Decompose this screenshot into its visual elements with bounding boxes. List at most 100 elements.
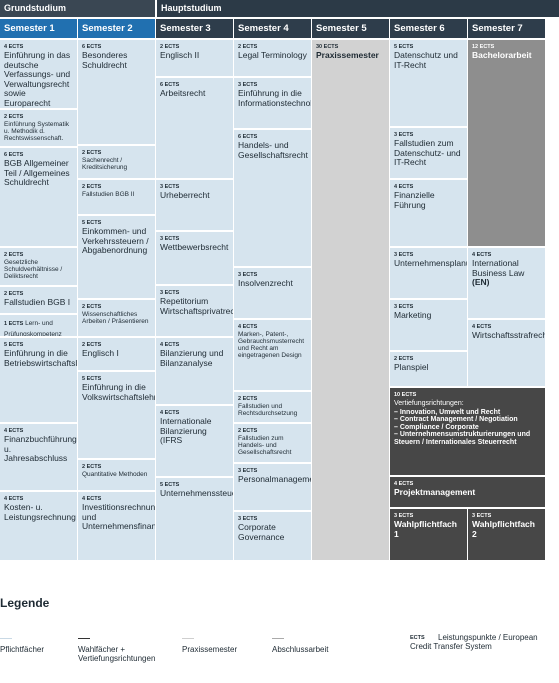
- course-title: Englisch I: [82, 348, 119, 358]
- ects-label: 3 ECTS: [472, 513, 492, 519]
- ects-label: 2 ECTS: [82, 184, 102, 190]
- legend-swatch: [0, 638, 12, 639]
- ects-label: 4 ECTS: [238, 324, 258, 330]
- specialization-item: – Contract Management / Negotiation: [394, 416, 518, 423]
- course-title: Einführung in die Volkswirtschaftslehre: [82, 382, 155, 402]
- semester-header: Semester 3: [156, 19, 233, 38]
- ects-label: 2 ECTS: [238, 428, 258, 434]
- ects-label: 6 ECTS: [82, 44, 102, 50]
- ects-label: 4 ECTS: [82, 496, 102, 502]
- course-cell: 6 ECTS Arbeitsrecht: [156, 78, 233, 178]
- course-cell: 2 ECTS Fallstudien zum Handels- und Gesel…: [234, 424, 311, 462]
- course-title: Bilanzierung und Bilanzanalyse: [160, 348, 224, 368]
- ects-label: 2 ECTS: [82, 464, 102, 470]
- ects-label: 2 ECTS: [4, 291, 24, 297]
- legend-label: Praxissemester: [182, 645, 238, 654]
- course-cell: 4 ECTS Finanzielle Führung: [390, 180, 467, 246]
- semester-header: Semester 1: [0, 19, 77, 38]
- course-title: Gesetzliche Schuldverhältnisse / Delikts…: [4, 259, 63, 280]
- legend-swatch: [78, 638, 90, 639]
- course-cell: 3 ECTSPersonalmanagement: [234, 464, 311, 510]
- ects-label: 5 ECTS: [394, 44, 414, 50]
- course-title: Wahlpflichtfach 1: [394, 519, 457, 539]
- ects-label: 2 ECTS: [82, 342, 102, 348]
- ects-label: 4 ECTS: [472, 252, 492, 258]
- course-title: BGB Allgemeiner Teil / Allgemeines Schul…: [4, 158, 70, 187]
- course-title: Finanzbuchführung u. Jahresabschluss: [4, 434, 77, 463]
- course-title: Besonderes Schuldrecht: [82, 50, 128, 70]
- course-cell: 4 ECTS Wirtschaftsstrafrecht: [468, 320, 545, 386]
- ects-label: 2 ECTS: [238, 44, 258, 50]
- semester-header: Semester 4: [234, 19, 311, 38]
- course-title: Datenschutz und IT-Recht: [394, 50, 458, 70]
- course-title: Einführung Systematik u. Methodik d. Rec…: [4, 121, 70, 142]
- ects-label: 3 ECTS: [394, 304, 414, 310]
- course-cell: 5 ECTS Einführung in die Volkswirtschafts…: [78, 372, 155, 458]
- course-cell: 2 ECTS Quantitative Methoden: [78, 460, 155, 490]
- legend-label: Pflichtfächer: [0, 645, 45, 654]
- course-title: Einführung in das deutsche Verfassungs- …: [4, 50, 71, 108]
- course-cell: 4 ECTS Marken-, Patent-, Gebrauchsmusterr…: [234, 320, 311, 390]
- course-cell: 5 ECTS Datenschutz und IT-Recht: [390, 40, 467, 126]
- ects-label: 4 ECTS: [394, 481, 414, 487]
- legend-swatch: [182, 638, 194, 639]
- course-title: Fallstudien zum Handels- und Gesellschaf…: [238, 435, 292, 456]
- ects-label: 5 ECTS: [160, 482, 180, 488]
- legend-label: Leistungspunkte / European Credit Transf…: [410, 633, 538, 651]
- semester-header: Semester 5: [312, 19, 389, 38]
- course-cell: 4 ECTS International Business Law (EN): [468, 248, 545, 318]
- course-title: Englisch II: [160, 50, 200, 60]
- course-cell: 3 ECTS Wettbewerbsrecht: [156, 232, 233, 284]
- course-cell: 4 ECTS Bilanzierung und Bilanzanalyse: [156, 338, 233, 404]
- course-cell: 6 ECTS Handels- und Gesellschaftsrecht: [234, 130, 311, 266]
- course-cell: 2 ECTS Wissenschaftliches Arbeiten / Präs…: [78, 300, 155, 336]
- ects-label: 10 ECTS: [394, 392, 417, 398]
- specialization-item: – Compliance / Corporate: [394, 423, 479, 431]
- semester-header: Semester 2: [78, 19, 155, 38]
- course-cell: 4 ECTS Einführung in das deutsche Verfass…: [0, 40, 77, 108]
- course-cell: 4 ECTS Internationale Bilanzierung (IFRS: [156, 406, 233, 476]
- course-cell: 2 ECTS Legal Terminology: [234, 40, 311, 76]
- ects-label: 5 ECTS: [82, 376, 102, 382]
- course-title: Fallstudien BGB I: [4, 297, 71, 307]
- course-title: Personalmanagement: [238, 474, 311, 484]
- legend-label: Wahlfächer + Vertiefungsrichtungen: [78, 645, 156, 663]
- course-title: Fallstudien BGB II: [82, 191, 135, 198]
- ects-label: 2 ECTS: [394, 356, 414, 362]
- course-title: Unternehmenssteuern: [160, 488, 233, 498]
- course-cell: 3 ECTS Wahlpflichtfach 1: [390, 509, 467, 560]
- course-cell: 2 ECTS Englisch II: [156, 40, 233, 76]
- ects-label: 2 ECTS: [82, 304, 102, 310]
- course-title: Repetitorium Wirtschaftsprivatrecht: [160, 296, 233, 316]
- course-title: Unternehmensplanung: [394, 258, 467, 268]
- course-line: 1 ECTS Lern- und Prüfungskompetenz: [4, 319, 73, 336]
- course-cell: 6 ECTS BGB Allgemeiner Teil / Allgemeines…: [0, 148, 77, 246]
- course-cell: 2 ECTS Fallstudien und Rechtsdurchsetzung: [234, 392, 311, 422]
- course-title: Projektmanagement: [394, 487, 476, 497]
- ects-label: 4 ECTS: [394, 184, 414, 190]
- ects-label: 3 ECTS: [238, 468, 258, 474]
- semester-header: Semester 7: [468, 19, 545, 38]
- course-cell: 6 ECTS Besonderes Schuldrecht: [78, 40, 155, 144]
- ects-label: 2 ECTS: [160, 44, 180, 50]
- course-cell: 3 ECTS Insolvenzrecht: [234, 268, 311, 318]
- course-title: Praxissemester: [316, 50, 379, 60]
- course-cell: 4 ECTS Finanzbuchführung u. Jahresabschlu…: [0, 424, 77, 490]
- course-title: Kosten- u. Leistungsrechnung: [4, 502, 76, 522]
- ects-label: 2 ECTS: [4, 114, 24, 120]
- course-title: Insolvenzrecht: [238, 278, 293, 288]
- phase-header: Hauptstudium: [157, 0, 559, 17]
- course-title: Bachelorarbeit: [472, 50, 532, 60]
- course-cell: 3 ECTS Marketing: [390, 300, 467, 350]
- course-note: (EN): [472, 277, 490, 287]
- course-cell: 2 ECTS Sachenrecht / Kreditsicherung: [78, 146, 155, 178]
- course-cell: 2 ECTS Englisch I: [78, 338, 155, 370]
- ects-label: 3 ECTS: [238, 272, 258, 278]
- course-cell: 5 ECTS Einführung in die Betriebswirtscha…: [0, 338, 77, 422]
- specialization-item: – Unternehmensumstrukturierungen und Ste…: [394, 431, 531, 446]
- ects-label: 6 ECTS: [160, 82, 180, 88]
- ects-label: 1 ECTS: [4, 321, 24, 327]
- specialization-cell: 10 ECTS Vertiefungsrichtungen: – Innovatio…: [390, 388, 545, 475]
- course-title: Einführung in die Informationstechnologi…: [238, 88, 311, 108]
